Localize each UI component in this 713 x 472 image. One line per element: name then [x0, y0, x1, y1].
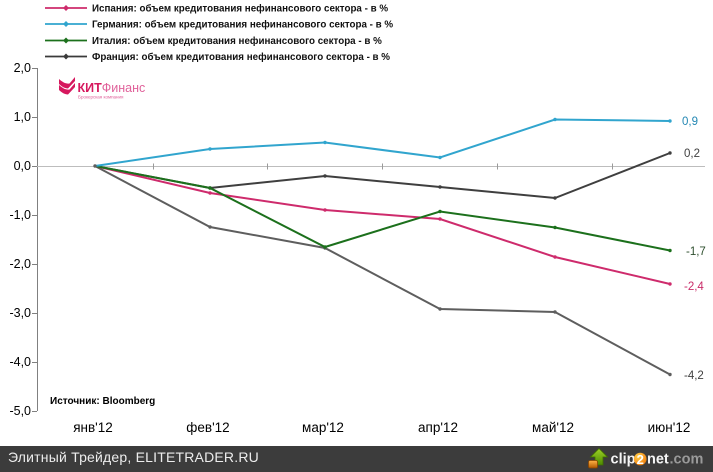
svg-text:май'12: май'12: [532, 420, 574, 435]
svg-text:июн'12: июн'12: [648, 420, 691, 435]
svg-text:Брокерская компания: Брокерская компания: [78, 95, 124, 100]
svg-text:2: 2: [636, 452, 643, 467]
svg-text:Германия: объем кредитования н: Германия: объем кредитования нефинансово…: [92, 20, 393, 31]
svg-text:-4,2: -4,2: [684, 370, 704, 382]
svg-text:фев'12: фев'12: [186, 420, 229, 435]
svg-text:-1,7: -1,7: [686, 246, 706, 258]
svg-text:апр'12: апр'12: [418, 420, 458, 435]
svg-text:0,9: 0,9: [682, 116, 698, 128]
svg-text:Источник: Bloomberg: Источник: Bloomberg: [50, 396, 155, 407]
svg-text:net: net: [647, 452, 669, 468]
svg-text:-1,0: -1,0: [9, 208, 31, 222]
svg-text:0,0: 0,0: [14, 159, 31, 173]
svg-text:1,0: 1,0: [14, 110, 31, 124]
svg-text:-5,0: -5,0: [9, 404, 31, 418]
svg-text:КИТФинанс: КИТФинанс: [78, 81, 146, 95]
svg-text:-3,0: -3,0: [9, 306, 31, 320]
svg-text:2,0: 2,0: [14, 61, 31, 75]
svg-text:янв'12: янв'12: [73, 420, 113, 435]
svg-text:-4,0: -4,0: [9, 355, 31, 369]
svg-text:clip: clip: [610, 452, 635, 468]
svg-text:мар'12: мар'12: [302, 420, 344, 435]
svg-text:Франция: объем кредитования не: Франция: объем кредитования нефинансовог…: [92, 52, 390, 63]
svg-text:-2,0: -2,0: [9, 257, 31, 271]
svg-text:-2,4: -2,4: [684, 281, 704, 293]
svg-text:0,2: 0,2: [684, 148, 700, 160]
svg-text:Испания: объем кредитования не: Испания: объем кредитования нефинансовог…: [92, 4, 388, 15]
svg-text:Италия: объем кредитования неф: Италия: объем кредитования нефинансового…: [92, 36, 382, 47]
svg-text:.com: .com: [669, 452, 703, 468]
